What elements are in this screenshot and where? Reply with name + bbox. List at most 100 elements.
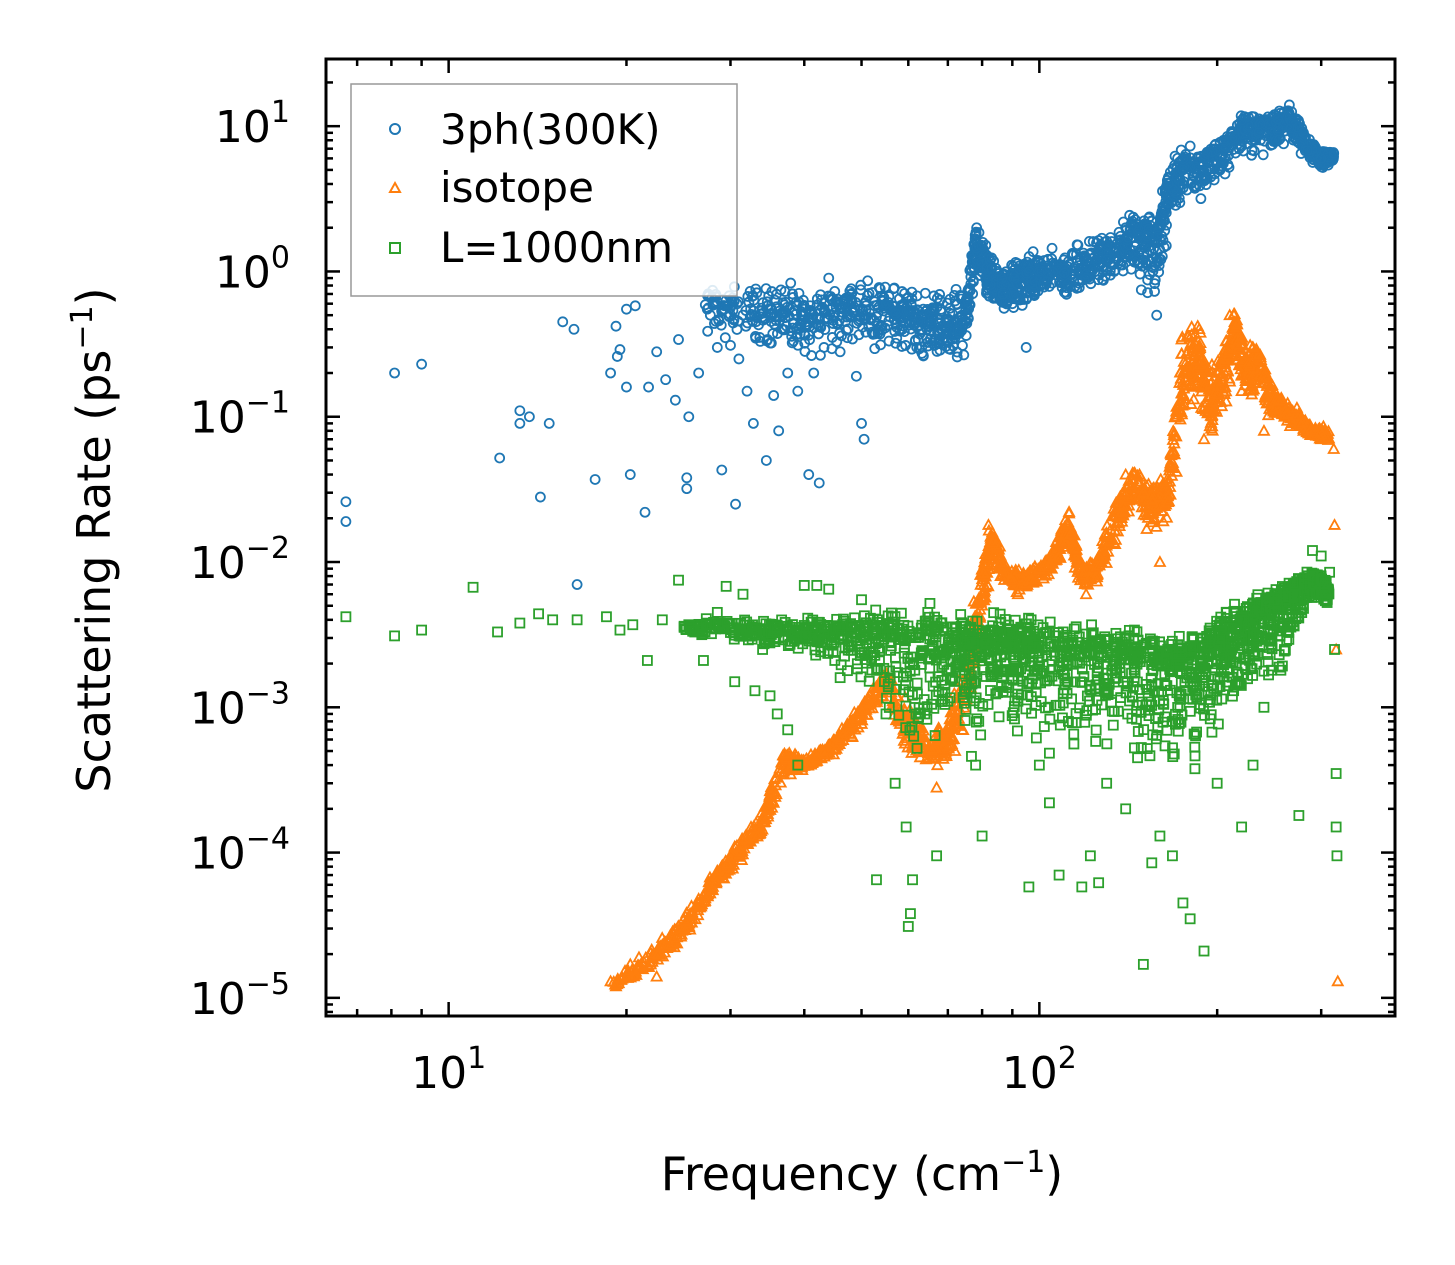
data-point <box>494 452 506 464</box>
data-point <box>767 795 781 808</box>
data-point <box>775 284 787 296</box>
data-point <box>976 627 988 639</box>
data-point <box>908 305 919 316</box>
data-point <box>639 506 651 518</box>
data-point <box>1009 614 1021 626</box>
data-point <box>874 283 886 295</box>
data-point <box>1158 241 1170 253</box>
data-point <box>730 498 741 510</box>
data-point <box>1020 342 1032 353</box>
data-point <box>926 319 938 331</box>
data-point <box>1081 577 1095 590</box>
data-point <box>843 727 857 739</box>
data-point <box>1173 412 1187 425</box>
data-point <box>956 723 970 736</box>
data-point <box>1126 215 1138 227</box>
data-point <box>894 323 906 335</box>
data-point <box>1068 728 1080 740</box>
data-point <box>1280 402 1294 415</box>
data-point <box>389 367 400 379</box>
data-point <box>943 712 957 725</box>
data-point <box>772 328 783 339</box>
data-point <box>1273 134 1285 146</box>
data-point <box>803 469 815 480</box>
data-point <box>651 346 663 358</box>
data-point <box>960 704 972 715</box>
data-point <box>1236 114 1248 126</box>
series-layer <box>340 99 1345 992</box>
data-point <box>912 315 924 327</box>
data-point <box>812 312 824 324</box>
data-point <box>904 657 916 669</box>
data-point <box>1117 505 1131 518</box>
data-point <box>1137 254 1149 266</box>
data-point <box>993 711 1005 723</box>
data-point <box>760 455 772 466</box>
data-point <box>930 780 944 793</box>
data-point <box>798 309 810 321</box>
data-point <box>1033 641 1045 653</box>
data-point <box>862 290 873 301</box>
data-point <box>748 628 760 639</box>
data-point <box>817 749 831 762</box>
data-point <box>693 898 707 911</box>
data-point <box>735 618 747 629</box>
data-point <box>878 662 890 674</box>
data-point <box>855 713 869 726</box>
data-point <box>951 641 962 653</box>
data-point <box>804 757 818 770</box>
data-point <box>945 737 959 750</box>
data-point <box>880 298 892 310</box>
data-point <box>557 316 569 328</box>
data-point <box>633 958 647 971</box>
data-point <box>754 332 766 343</box>
data-point <box>842 717 856 730</box>
data-point <box>1023 266 1035 277</box>
data-point <box>1195 193 1207 205</box>
data-point <box>1188 181 1200 192</box>
data-point <box>890 308 902 319</box>
data-point <box>804 334 815 346</box>
data-point <box>621 303 632 315</box>
data-point <box>1130 468 1145 481</box>
data-point <box>1053 536 1067 548</box>
data-point <box>685 622 697 634</box>
data-point <box>1007 260 1019 272</box>
data-point <box>1298 133 1310 145</box>
data-point <box>963 668 975 680</box>
data-point <box>747 290 759 302</box>
data-point <box>1235 331 1249 343</box>
data-point <box>1007 674 1019 686</box>
data-point <box>1311 423 1325 436</box>
data-point <box>961 315 972 327</box>
data-point <box>1160 240 1172 252</box>
data-point <box>994 569 1008 581</box>
data-point <box>950 283 962 295</box>
data-point <box>929 340 940 351</box>
data-point <box>1195 359 1209 372</box>
data-point <box>1020 293 1032 305</box>
data-point <box>1101 265 1113 276</box>
data-point <box>1084 695 1095 707</box>
data-point <box>866 312 877 324</box>
data-point <box>1084 683 1096 695</box>
data-point <box>416 358 428 370</box>
data-point <box>1080 272 1092 284</box>
data-point <box>993 539 1007 552</box>
data-point <box>948 716 962 729</box>
data-point <box>1135 284 1147 296</box>
data-point <box>1097 274 1109 286</box>
data-point <box>1032 561 1046 574</box>
data-point <box>704 309 716 321</box>
data-point <box>1044 747 1055 759</box>
data-point <box>967 615 979 627</box>
data-point <box>927 303 939 315</box>
data-point <box>1001 686 1012 698</box>
data-point <box>715 870 730 883</box>
data-point <box>1185 178 1197 190</box>
data-point <box>710 863 724 876</box>
data-point <box>824 309 836 321</box>
data-point <box>1196 402 1210 415</box>
data-point <box>833 732 847 745</box>
data-point <box>1090 570 1104 583</box>
